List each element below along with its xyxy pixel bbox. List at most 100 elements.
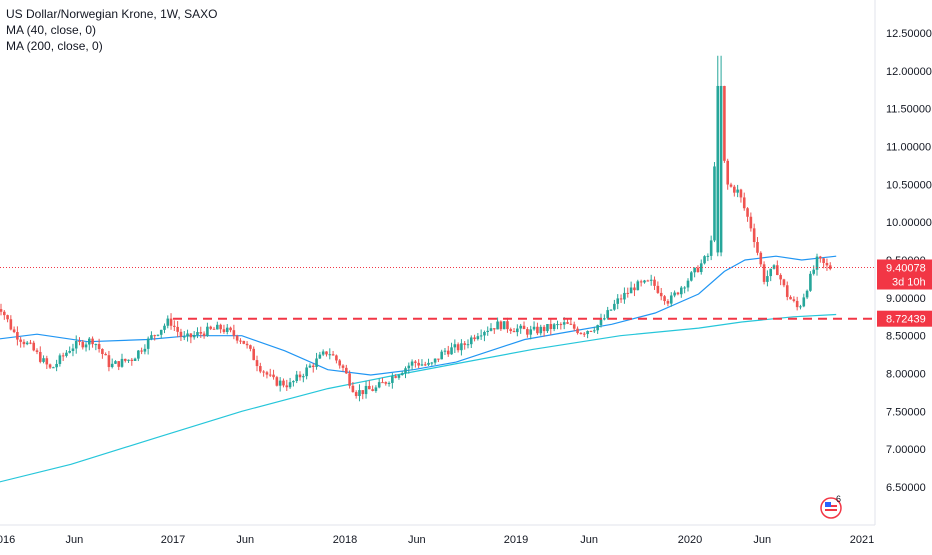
candle-body <box>219 324 222 330</box>
candle-body <box>623 292 626 300</box>
candle-body <box>693 267 696 273</box>
candle-body <box>713 166 716 241</box>
candle-body <box>606 310 609 319</box>
ma200-legend[interactable]: MA (200, close, 0) <box>6 39 103 53</box>
candle-body <box>499 321 503 330</box>
candle-body <box>629 287 633 294</box>
ma40-legend[interactable]: MA (40, close, 0) <box>6 23 97 37</box>
candle-body <box>756 242 759 253</box>
candle-body <box>812 269 816 274</box>
y-tick-label: 12.50000 <box>886 28 932 40</box>
x-tick-label: 2016 <box>0 534 15 546</box>
candle-body <box>676 292 680 295</box>
candle-body <box>404 368 407 374</box>
x-tick-label: Jun <box>408 534 426 546</box>
candle-body <box>742 197 746 209</box>
candle-body <box>104 353 107 356</box>
x-tick-label: 2019 <box>504 534 528 546</box>
candle-body <box>400 373 404 376</box>
candle-body <box>302 376 305 378</box>
candle-body <box>127 359 130 361</box>
y-tick-label: 8.50000 <box>886 331 926 343</box>
candle-body <box>542 326 546 332</box>
us-flag-event-icon[interactable] <box>820 497 842 519</box>
candle-body <box>318 354 322 359</box>
candle-body <box>358 390 361 397</box>
candle-body <box>209 326 213 329</box>
candle-body <box>97 344 101 350</box>
candle-body <box>84 344 88 348</box>
y-tick-label: 10.50000 <box>886 179 932 191</box>
candle-body <box>202 333 206 336</box>
level-price-tag-text: 8.72439 <box>886 314 926 326</box>
candle-body <box>249 345 252 349</box>
candle-body <box>345 367 348 374</box>
candle-body <box>776 265 779 276</box>
candle-body <box>282 380 285 386</box>
candle-body <box>19 339 22 342</box>
candle-body <box>61 355 65 357</box>
candle-body <box>245 343 249 346</box>
candle-body <box>526 329 529 335</box>
candle-body <box>582 333 586 335</box>
candle-body <box>117 361 121 367</box>
candle-body <box>6 315 9 320</box>
candle-body <box>699 263 703 273</box>
candle-body <box>586 331 589 335</box>
candle-body <box>506 321 509 330</box>
candle-body <box>556 324 559 326</box>
candle-body <box>107 355 111 368</box>
y-tick-label: 6.50000 <box>886 482 926 494</box>
candle-body <box>275 377 279 386</box>
candle-body <box>186 333 189 337</box>
candle-body <box>613 303 616 310</box>
candle-body <box>789 296 792 300</box>
candle-body <box>25 342 29 345</box>
candle-body <box>361 390 365 395</box>
candle-body <box>690 272 693 281</box>
candle-body <box>532 326 536 330</box>
candle-body <box>29 342 32 344</box>
candle-body <box>130 359 134 361</box>
candle-body <box>417 362 420 366</box>
candle-body <box>456 344 460 351</box>
candle-body <box>492 328 496 330</box>
candle-body <box>81 341 85 348</box>
candle-body <box>163 325 166 330</box>
candle-body <box>729 184 733 187</box>
candle-body <box>795 300 799 308</box>
candle-body <box>437 358 440 360</box>
candle-body <box>265 372 269 375</box>
candle-body <box>733 186 736 193</box>
symbol-title[interactable]: US Dollar/Norwegian Krone, 1W, SAXO <box>6 7 218 21</box>
candle-body <box>536 326 539 334</box>
candle-body <box>196 332 199 336</box>
candle-body <box>566 322 569 324</box>
candle-body <box>268 374 272 376</box>
candle-body <box>71 348 75 352</box>
candle-body <box>371 389 374 391</box>
candle-body <box>159 329 163 335</box>
x-tick-label: 2021 <box>850 534 874 546</box>
candle-body <box>391 376 394 383</box>
candle-body <box>74 341 78 349</box>
candle-body <box>433 358 437 363</box>
candle-body <box>656 285 660 293</box>
candle-body <box>469 337 473 345</box>
candle-body <box>423 364 427 366</box>
candle-body <box>331 354 335 356</box>
candle-body <box>288 382 292 388</box>
candle-body <box>819 256 822 259</box>
level-price-tag <box>877 310 932 327</box>
candle-body <box>809 273 812 291</box>
y-tick-label: 9.00000 <box>886 293 926 305</box>
candle-body <box>52 367 55 369</box>
candle-body <box>315 358 318 367</box>
candle-body <box>232 330 236 336</box>
x-tick-label: 2017 <box>161 534 185 546</box>
candle-body <box>649 279 653 281</box>
candle-body <box>229 327 232 331</box>
candle-body <box>410 361 414 366</box>
